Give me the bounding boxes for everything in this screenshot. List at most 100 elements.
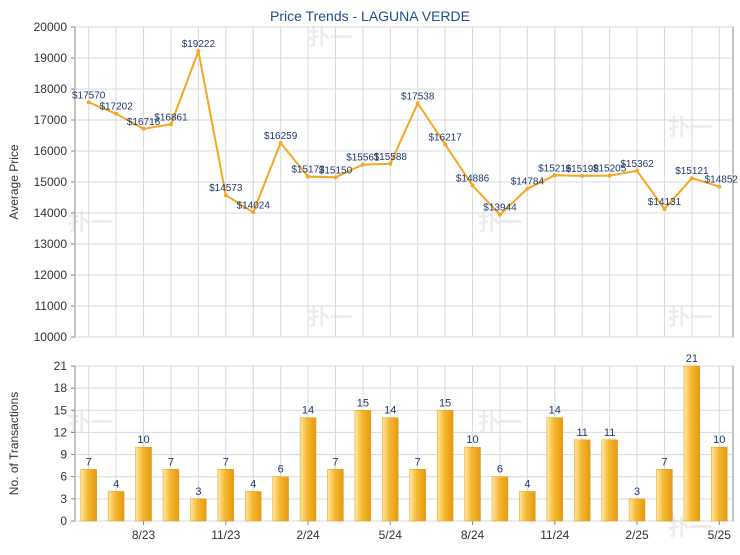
price-point	[333, 175, 338, 180]
transactions-ytick-label: 9	[60, 448, 67, 462]
transactions-ytick-label: 21	[54, 359, 68, 373]
price-data-label: $15150	[319, 165, 353, 176]
transaction-data-label: 11	[604, 427, 615, 439]
price-ytick-label: 13000	[34, 237, 68, 251]
transaction-data-label: 6	[278, 464, 284, 476]
transaction-data-label: 15	[357, 397, 369, 409]
price-data-label: $15362	[620, 159, 654, 170]
transactions-ytick-label: 3	[60, 492, 67, 506]
price-axis-title: Average Price	[7, 144, 21, 219]
transactions-ytick-label: 18	[54, 381, 68, 395]
price-data-label: $14573	[209, 183, 243, 194]
transaction-data-label: 10	[713, 434, 725, 446]
price-point	[114, 111, 119, 116]
transaction-bar	[464, 446, 481, 522]
price-data-label: $14131	[648, 197, 682, 208]
price-ytick-label: 19000	[34, 51, 68, 65]
x-tick-label: 11/23	[211, 528, 240, 542]
transactions-ytick-label: 15	[54, 403, 68, 417]
transaction-bar	[491, 476, 509, 522]
transaction-bar	[409, 469, 426, 522]
transaction-data-label: 7	[223, 456, 229, 468]
transaction-bar	[711, 446, 728, 522]
transaction-data-label: 3	[195, 486, 201, 498]
price-point	[388, 161, 393, 166]
transaction-data-label: 4	[113, 478, 119, 490]
transaction-data-label: 4	[524, 478, 530, 490]
price-data-label: $15561	[346, 153, 380, 164]
price-point	[223, 193, 228, 198]
price-ytick-label: 11000	[35, 299, 68, 313]
transaction-bar	[107, 491, 125, 522]
x-tick-label: 5/25	[708, 528, 732, 542]
price-point	[196, 49, 201, 54]
price-point	[497, 212, 502, 217]
transaction-bar	[299, 417, 317, 522]
transaction-data-label: 7	[415, 456, 421, 468]
transaction-data-label: 7	[168, 456, 174, 468]
x-tick-label: 11/24	[540, 528, 569, 542]
price-data-label: $15173	[291, 165, 325, 176]
transaction-data-label: 15	[439, 397, 451, 409]
x-tick-label: 8/24	[461, 528, 485, 542]
transaction-bar	[272, 476, 289, 522]
watermark-text: 扑一	[668, 115, 712, 140]
transactions-ytick-label: 6	[60, 470, 67, 484]
transaction-data-label: 21	[686, 353, 698, 365]
price-data-label: $15205	[593, 164, 627, 175]
transaction-bar	[683, 365, 701, 522]
transaction-data-label: 14	[384, 405, 396, 417]
transaction-data-label: 14	[549, 405, 561, 417]
price-point	[689, 176, 694, 181]
price-data-label: $15216	[538, 163, 572, 174]
transactions-ytick-label: 0	[60, 514, 67, 528]
transaction-data-label: 3	[634, 486, 640, 498]
price-data-label: $16716	[127, 117, 161, 128]
labels-layer: 10000 11000 12000 13000 14000 15000 16000 17000…	[7, 20, 738, 542]
price-data-label: $19222	[182, 39, 216, 50]
price-data-label: $16259	[264, 131, 298, 142]
price-data-label: $13944	[483, 203, 517, 214]
transaction-bar	[135, 446, 152, 522]
price-point	[552, 173, 557, 178]
transaction-bar	[245, 491, 262, 522]
watermark-text: 扑一	[308, 305, 352, 330]
transaction-data-label: 6	[497, 464, 503, 476]
price-data-label: $14852	[705, 175, 739, 186]
price-point	[168, 122, 173, 127]
price-data-label: $16217	[428, 132, 462, 143]
price-ytick-label: 20000	[34, 20, 68, 34]
price-point	[251, 210, 256, 215]
price-ytick-label: 10000	[34, 330, 68, 344]
chart-title: Price Trends - LAGUNA VERDE	[270, 8, 470, 24]
transaction-bar	[436, 410, 454, 522]
price-point	[306, 174, 311, 179]
price-point	[360, 162, 365, 167]
price-data-label: $16861	[154, 112, 188, 123]
transaction-bar	[162, 469, 180, 522]
price-ytick-label: 16000	[34, 144, 68, 158]
price-data-label: $17570	[72, 90, 106, 101]
transaction-data-label: 11	[576, 427, 587, 439]
x-tick-label: 5/24	[379, 528, 403, 542]
transaction-bar	[601, 439, 618, 522]
transaction-bar	[628, 498, 646, 522]
price-data-label: $14886	[456, 174, 490, 185]
price-data-label: $15588	[374, 152, 408, 163]
price-point	[415, 101, 420, 106]
price-series-line	[88, 50, 720, 216]
transaction-bar	[382, 417, 399, 522]
price-point	[662, 206, 667, 211]
transaction-bar	[190, 498, 207, 522]
transaction-data-label: 10	[466, 434, 478, 446]
transactions-axis-title: No. of Transactions	[7, 392, 21, 495]
price-point	[443, 142, 448, 147]
price-point	[635, 168, 640, 173]
transaction-data-label: 7	[661, 456, 667, 468]
transaction-data-label: 14	[302, 405, 314, 417]
transaction-data-label: 10	[137, 434, 149, 446]
transaction-data-label: 7	[332, 456, 338, 468]
transaction-bar	[574, 439, 591, 522]
price-point	[86, 100, 91, 105]
